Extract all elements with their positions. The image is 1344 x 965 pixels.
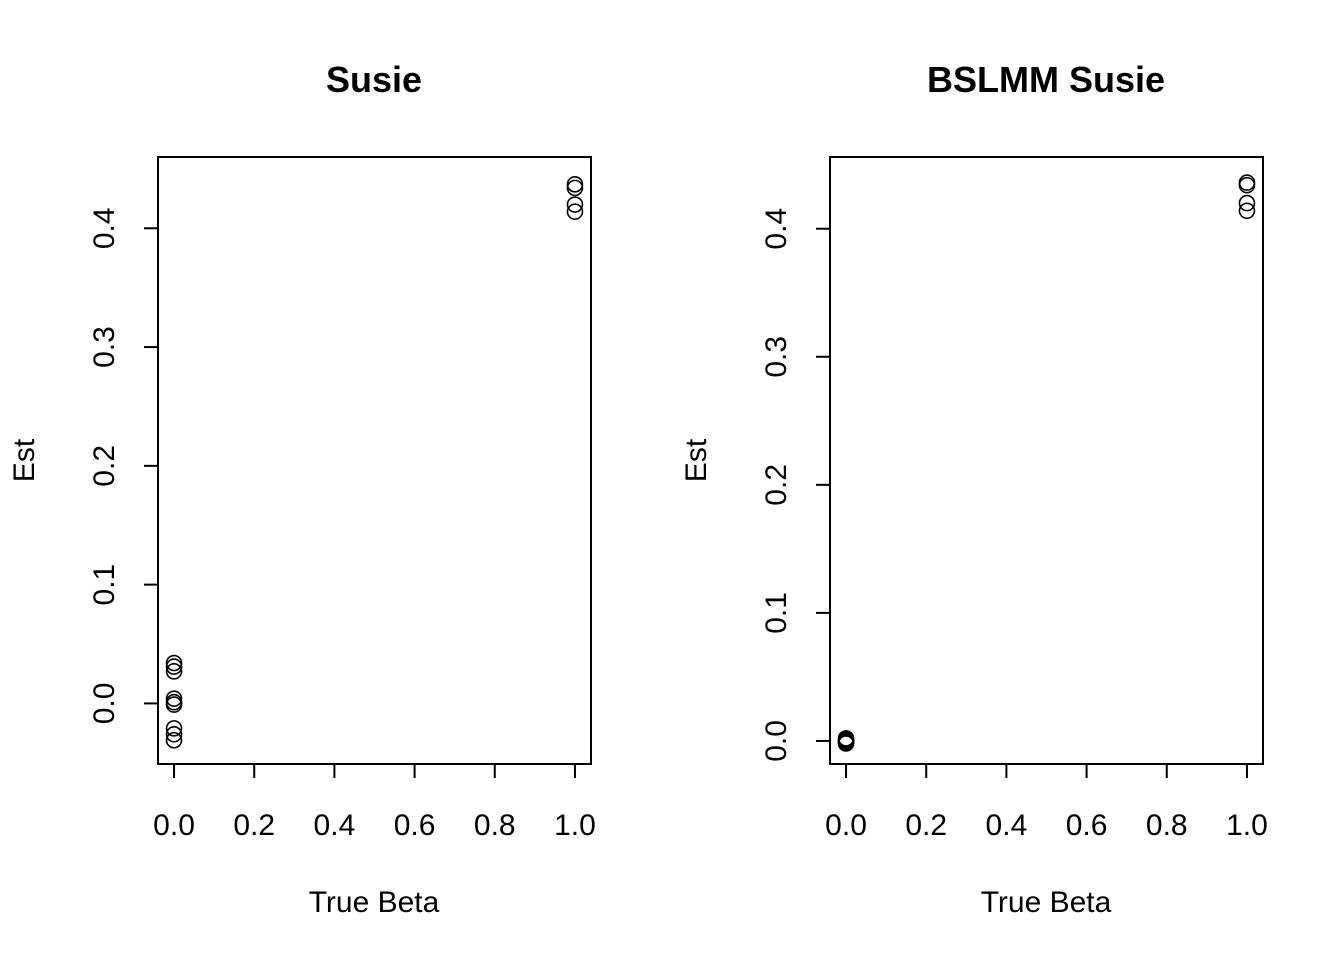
plot-frame <box>829 156 1264 765</box>
data-point <box>165 690 183 707</box>
data-point <box>165 726 183 743</box>
x-tick-label: 1.0 <box>1226 809 1268 842</box>
y-tick-label: 0.1 <box>760 592 793 634</box>
x-tick-label: 0.6 <box>1066 809 1108 842</box>
y-axis-label: Est <box>680 438 713 482</box>
y-tick-label: 0.3 <box>760 336 793 378</box>
data-point <box>837 735 855 752</box>
chart-title: BSLMM Susie <box>927 59 1165 100</box>
chart-panel-2: BSLMM Susie 0.0 0.2 0.4 0.6 0.8 1.0 0.0 0.1 0.2 0.… <box>680 59 1268 919</box>
y-tick-label: 0.2 <box>88 445 121 487</box>
x-tick-label: 0.0 <box>153 809 195 842</box>
y-tick-label: 0.0 <box>760 720 793 762</box>
data-point <box>1238 176 1256 194</box>
chart-title: Susie <box>326 59 422 100</box>
x-tick-label: 0.2 <box>905 809 947 842</box>
chart-panel-1: Susie 0.0 0.2 0.4 0.6 0.8 1.0 0.0 0.1 0.2 0.3 0.4 Tr… <box>8 59 596 919</box>
x-axis-label: True Beta <box>309 886 440 919</box>
data-point <box>165 720 183 737</box>
x-tick-label: 0.6 <box>394 809 436 842</box>
data-point <box>165 654 183 672</box>
data-point <box>165 731 183 749</box>
y-tick-label: 0.2 <box>760 464 793 506</box>
data-point <box>1238 194 1256 212</box>
plot-frame <box>157 156 592 765</box>
y-tick-label: 0.4 <box>88 207 121 249</box>
data-point <box>566 179 584 197</box>
x-tick-label: 0.8 <box>1146 809 1188 842</box>
x-tick-label: 0.0 <box>825 809 867 842</box>
data-point <box>1238 202 1256 220</box>
data-point <box>165 663 183 680</box>
data-point <box>165 658 183 675</box>
y-tick-label: 0.1 <box>88 564 121 606</box>
data-point <box>165 696 183 713</box>
x-tick-label: 0.4 <box>314 809 356 842</box>
x-tick-label: 0.2 <box>233 809 275 842</box>
y-tick-label: 0.4 <box>760 208 793 250</box>
data-point <box>566 203 584 220</box>
x-axis-label: True Beta <box>981 886 1112 919</box>
data-point <box>566 196 584 213</box>
y-tick-label: 0.3 <box>88 326 121 368</box>
x-tick-label: 0.4 <box>986 809 1028 842</box>
x-tick-label: 1.0 <box>554 809 596 842</box>
y-tick-label: 0.0 <box>88 683 121 725</box>
data-point <box>566 176 584 193</box>
y-axis-label: Est <box>8 438 41 482</box>
x-tick-label: 0.8 <box>474 809 516 842</box>
